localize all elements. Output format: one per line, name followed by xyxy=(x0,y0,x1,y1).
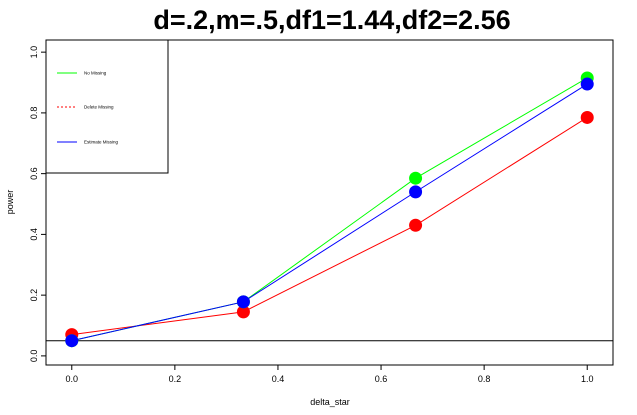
y-tick-label: 0.6 xyxy=(29,167,39,180)
legend-label: No Missing xyxy=(84,71,107,76)
legend-label: Delete Missing xyxy=(84,105,114,110)
y-axis-label: power xyxy=(5,190,15,215)
y-tick-label: 1.0 xyxy=(29,46,39,59)
series-point-2 xyxy=(65,334,79,348)
series-point-2 xyxy=(236,295,250,309)
y-tick-label: 0.0 xyxy=(29,350,39,363)
series-point-1 xyxy=(580,110,594,124)
x-tick-label: 0.6 xyxy=(375,374,388,384)
x-tick-label: 1.0 xyxy=(581,374,594,384)
series-point-0 xyxy=(409,171,423,185)
x-axis-label: delta_star xyxy=(310,397,350,407)
series-layer xyxy=(65,71,594,348)
legend-label: Estimate Missing xyxy=(84,140,119,145)
series-line-1 xyxy=(71,117,588,336)
series-point-1 xyxy=(409,218,423,232)
x-axis: 0.0 0.2 0.4 0.6 0.8 1.0 xyxy=(66,365,594,384)
plot-frame xyxy=(45,39,614,366)
series-point-2 xyxy=(580,77,594,91)
chart-title: d=.2,m=.5,df1=1.44,df2=2.56 xyxy=(153,5,510,35)
y-tick-label: 0.8 xyxy=(29,107,39,120)
x-tick-label: 0.2 xyxy=(169,374,182,384)
y-tick-label: 0.4 xyxy=(29,228,39,241)
x-tick-label: 0.0 xyxy=(66,374,79,384)
x-tick-label: 0.4 xyxy=(272,374,285,384)
y-tick-label: 0.2 xyxy=(29,289,39,302)
x-tick-label: 0.8 xyxy=(478,374,491,384)
y-axis: 0.0 0.2 0.4 0.6 0.8 1.0 xyxy=(29,46,46,362)
legend: No Missing Delete Missing Estimate Missing xyxy=(45,39,169,174)
series-line-2 xyxy=(71,83,588,342)
series-point-2 xyxy=(409,185,423,199)
series-point-1 xyxy=(236,305,250,319)
